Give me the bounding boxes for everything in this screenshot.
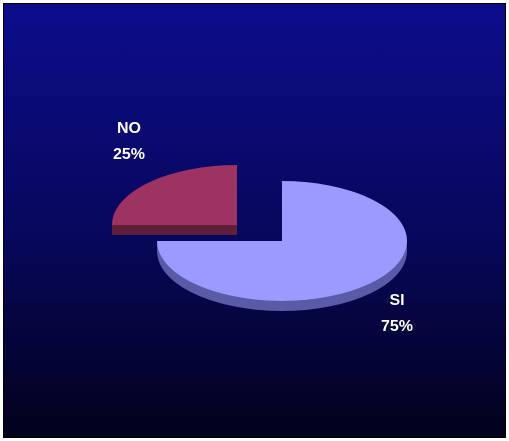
chart-area: SI 75% NO 25% xyxy=(3,3,506,438)
pie-chart: SI 75% NO 25% xyxy=(112,120,413,335)
pie-slice-no-top xyxy=(112,165,237,225)
pie-labels: SI 75% NO 25% xyxy=(113,120,413,335)
slice-percent-no: 25% xyxy=(113,146,145,163)
pie-slice-si-side xyxy=(157,241,407,311)
pie-slices xyxy=(112,165,407,311)
slice-percent-si: 75% xyxy=(381,318,413,335)
pie-slice-no-side xyxy=(112,225,237,235)
pie-slice-no xyxy=(112,165,237,235)
pie-slice-si xyxy=(157,181,407,311)
slice-label-no: NO xyxy=(117,120,141,137)
pie-slice-si-top xyxy=(157,181,407,301)
slice-label-si: SI xyxy=(389,292,404,309)
